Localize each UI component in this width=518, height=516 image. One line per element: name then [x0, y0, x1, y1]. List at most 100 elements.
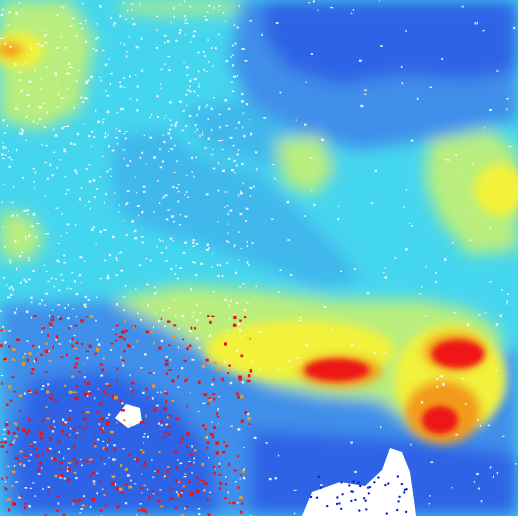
red-speckle [189, 453, 193, 456]
white-speckle [416, 97, 419, 100]
white-speckle [120, 251, 122, 254]
white-speckle [184, 241, 187, 244]
white-speckle [173, 171, 176, 174]
white-speckle [129, 98, 132, 100]
white-speckle [217, 408, 219, 411]
red-speckle [49, 396, 53, 401]
white-speckle [496, 70, 499, 72]
white-speckle [23, 278, 26, 281]
white-speckle [155, 47, 158, 49]
white-speckle [8, 156, 11, 159]
white-speckle [245, 207, 249, 210]
white-speckle [239, 190, 242, 192]
white-speckle [139, 156, 142, 159]
white-speckle [165, 246, 167, 249]
white-speckle [193, 461, 195, 464]
red-speckle [128, 454, 131, 457]
red-speckle [246, 379, 251, 383]
white-speckle [29, 487, 32, 489]
white-speckle [441, 57, 444, 60]
red-speckle [27, 390, 31, 392]
red-speckle [54, 451, 57, 453]
white-speckle [95, 109, 97, 112]
red-speckle [45, 342, 48, 345]
white-speckle [125, 203, 128, 206]
white-speckle [263, 117, 267, 119]
white-speckle [6, 284, 8, 286]
white-speckle [4, 42, 7, 45]
dark-blue-speckle [403, 488, 407, 491]
red-speckle [144, 461, 147, 465]
red-speckle [87, 392, 92, 395]
white-speckle [21, 130, 24, 133]
white-speckle [178, 346, 180, 349]
white-speckle [4, 154, 7, 156]
red-speckle [120, 399, 122, 403]
white-speckle [430, 461, 434, 464]
white-speckle [41, 143, 43, 146]
red-speckle [7, 498, 11, 501]
white-speckle [83, 495, 86, 498]
white-speckle [42, 384, 45, 388]
white-speckle [489, 108, 492, 111]
white-speckle [409, 222, 411, 225]
white-speckle [116, 112, 119, 114]
top-dark-blue-zone [262, 0, 518, 85]
white-speckle [233, 245, 235, 248]
white-speckle [10, 159, 13, 161]
white-speckle [88, 200, 90, 203]
white-speckle [227, 107, 231, 110]
red-speckle [99, 402, 103, 406]
white-speckle [159, 166, 163, 169]
white-speckle [175, 314, 177, 317]
red-speckle [240, 354, 244, 358]
red-speckle [62, 423, 65, 426]
white-speckle [34, 495, 36, 498]
white-speckle [28, 391, 32, 393]
white-speckle [130, 388, 132, 390]
white-speckle [249, 134, 252, 136]
red-speckle [116, 505, 120, 509]
white-speckle [38, 118, 42, 121]
red-speckle [52, 345, 54, 349]
red-speckle [177, 493, 180, 497]
white-speckle [191, 156, 193, 159]
white-speckle [212, 148, 214, 150]
red-speckle [99, 480, 102, 483]
white-speckle [203, 68, 205, 72]
red-speckle [189, 492, 194, 496]
white-speckle [313, 203, 316, 207]
red-speckle [184, 379, 186, 382]
red-speckle [51, 393, 54, 396]
white-speckle [136, 312, 139, 314]
white-speckle [429, 86, 433, 88]
white-speckle [9, 261, 12, 264]
red-speckle [128, 485, 133, 489]
white-speckle [56, 166, 58, 169]
white-speckle [141, 151, 144, 155]
white-speckle [192, 239, 195, 241]
red-speckle [173, 324, 177, 327]
white-speckle [86, 356, 89, 360]
white-speckle [54, 72, 57, 74]
white-speckle [112, 329, 114, 331]
white-speckle [457, 169, 459, 171]
red-speckle [0, 344, 3, 348]
white-speckle [181, 129, 184, 131]
white-speckle [211, 266, 213, 268]
white-speckle [164, 63, 166, 66]
white-speckle [455, 433, 458, 436]
white-speckle [156, 29, 158, 32]
red-speckle [123, 350, 126, 353]
white-speckle [182, 110, 185, 112]
red-speckle [7, 508, 11, 512]
white-speckle [60, 234, 62, 237]
white-speckle [96, 296, 98, 298]
red-speckle [31, 368, 35, 371]
white-speckle [207, 137, 210, 140]
white-speckle [122, 361, 124, 364]
white-speckle [298, 319, 302, 322]
white-speckle [49, 326, 52, 328]
white-speckle [296, 357, 300, 359]
white-speckle [305, 81, 307, 83]
